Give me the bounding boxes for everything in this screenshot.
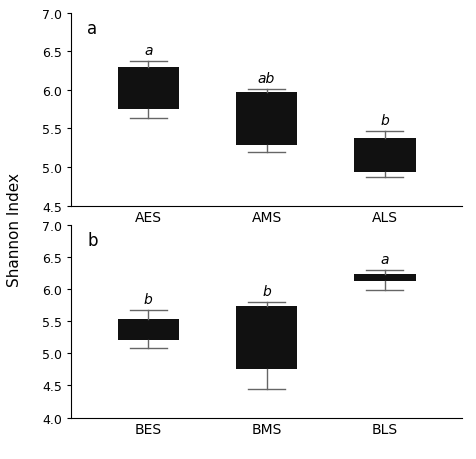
Text: ab: ab — [258, 72, 275, 86]
Text: Shannon Index: Shannon Index — [7, 173, 22, 286]
Text: b: b — [144, 292, 153, 307]
Bar — [236, 307, 298, 369]
Bar — [118, 319, 179, 341]
Text: b: b — [380, 113, 389, 127]
Text: b: b — [87, 231, 98, 249]
Bar — [354, 139, 416, 173]
Bar — [354, 275, 416, 282]
Text: b: b — [262, 284, 271, 298]
Text: a: a — [87, 20, 97, 38]
Bar — [118, 67, 179, 110]
Bar — [236, 93, 298, 146]
Text: a: a — [144, 44, 152, 58]
Text: a: a — [381, 252, 389, 267]
